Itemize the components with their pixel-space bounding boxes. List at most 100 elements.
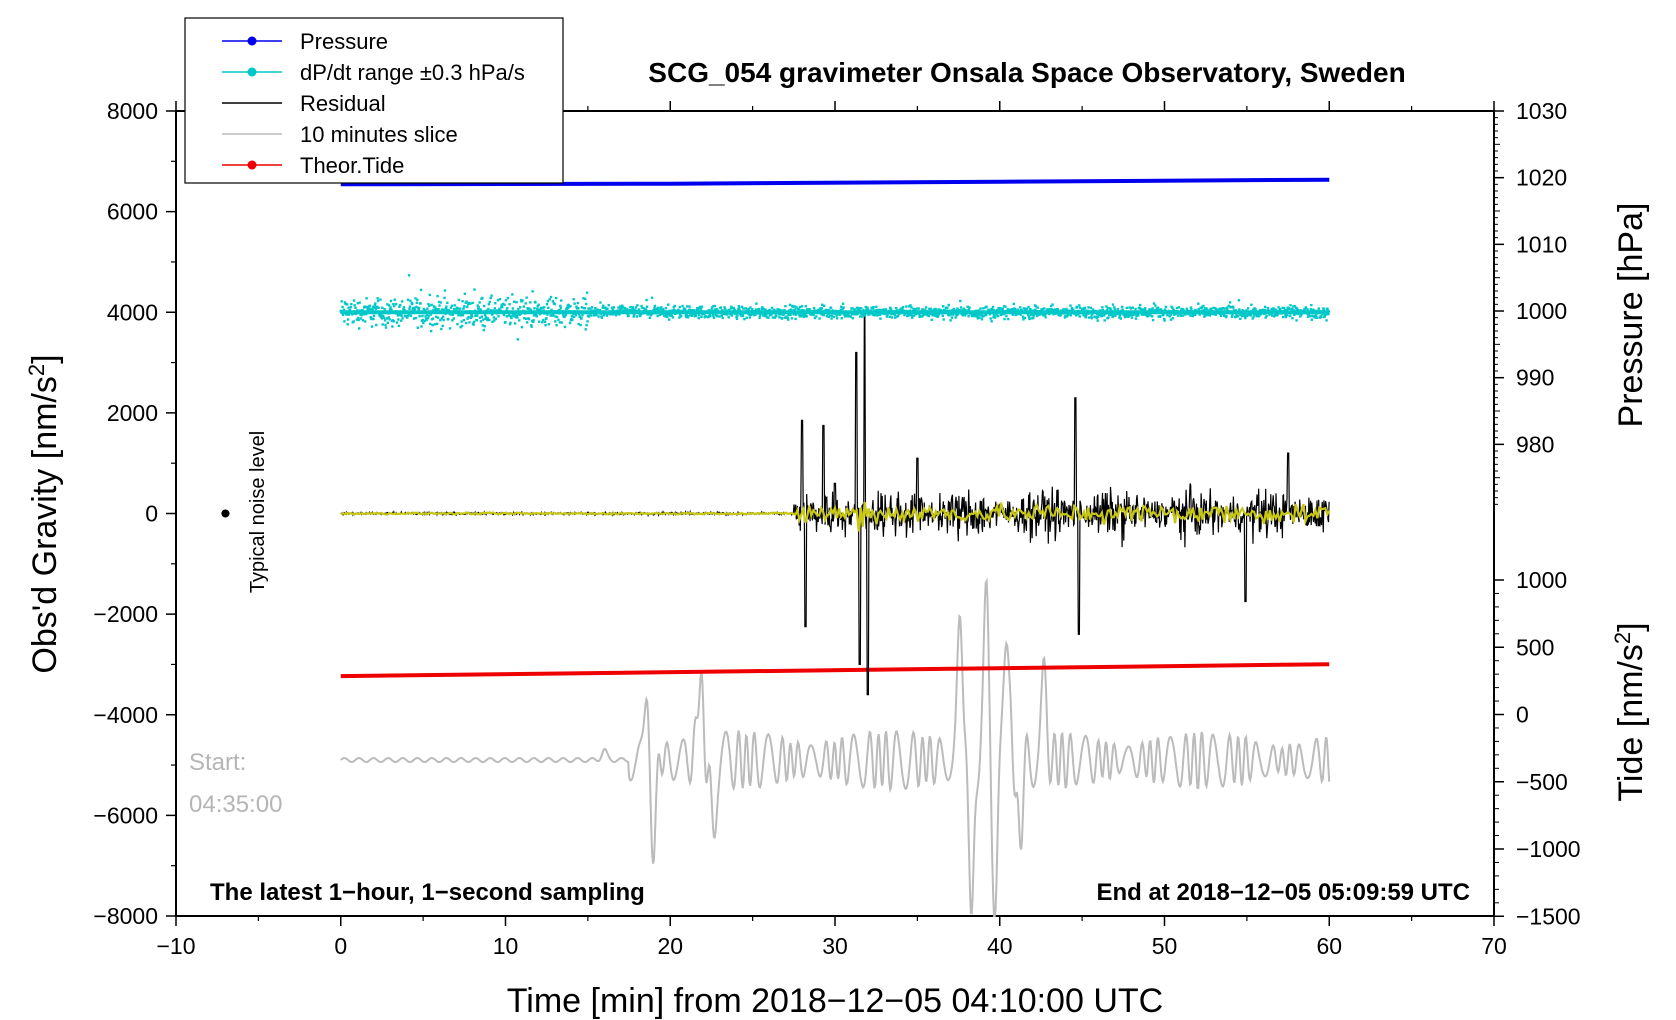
dpdt-point [462, 307, 465, 310]
dpdt-point [1083, 306, 1087, 310]
dpdt-point [730, 305, 733, 309]
dpdt-point [1084, 316, 1087, 319]
dpdt-point [733, 308, 736, 312]
dpdt-point [738, 306, 741, 310]
dpdt-point [1250, 303, 1253, 306]
dpdt-point [553, 303, 556, 306]
dpdt-point [991, 305, 995, 309]
dpdt-point [598, 308, 602, 312]
dpdt-point [430, 303, 433, 307]
dpdt-point [459, 307, 462, 310]
dpdt-point [341, 313, 345, 317]
dpdt-point [632, 313, 636, 316]
dpdt-point [508, 322, 512, 326]
x-axis-label: Time [min] from 2018−12−05 04:10:00 UTC [507, 982, 1163, 1020]
x-tick-label: 30 [822, 933, 848, 959]
dpdt-point [678, 316, 681, 319]
dpdt-point [425, 318, 428, 322]
dpdt-point [412, 317, 416, 320]
dpdt-point [589, 314, 592, 317]
dpdt-point [607, 303, 610, 307]
dpdt-point [584, 302, 588, 306]
dpdt-point [526, 307, 530, 311]
y-axis-label-tide-sup: 2 [1610, 632, 1635, 644]
dpdt-point [830, 317, 833, 320]
dpdt-point [477, 305, 480, 309]
dpdt-point [821, 303, 824, 306]
dpdt-point [396, 314, 400, 317]
dpdt-point [1322, 308, 1325, 311]
dpdt-point [1105, 309, 1109, 312]
dpdt-point [469, 316, 473, 320]
dpdt-point [1249, 314, 1253, 317]
dpdt-point [951, 308, 954, 312]
dpdt-point [350, 303, 353, 306]
dpdt-point [1026, 313, 1030, 317]
dpdt-point [559, 304, 562, 308]
dpdt-point [1034, 305, 1038, 308]
dpdt-point [611, 308, 615, 312]
dpdt-point [542, 306, 546, 309]
dpdt-point [908, 313, 911, 317]
dpdt-point [355, 318, 359, 321]
dpdt-point [884, 308, 888, 311]
dpdt-point [723, 306, 726, 309]
dpdt-point [1281, 315, 1285, 319]
y-axis-label-left-sup: 2 [24, 364, 49, 376]
dpdt-point [652, 308, 655, 312]
dpdt-point [815, 315, 818, 318]
dpdt-point [471, 315, 474, 318]
dpdt-point [1000, 313, 1003, 316]
dpdt-point [563, 315, 566, 319]
dpdt-point [460, 320, 463, 323]
dpdt-point [1152, 302, 1156, 305]
dpdt-point [1283, 308, 1287, 312]
dpdt-point [389, 299, 393, 303]
dpdt-point [558, 321, 562, 324]
dpdt-point [415, 301, 419, 304]
dpdt-point [736, 314, 739, 317]
dpdt-point [1011, 313, 1015, 316]
dpdt-point [394, 302, 398, 306]
dpdt-point [584, 297, 587, 301]
dpdt-point [465, 300, 468, 303]
dpdt-point [496, 299, 500, 302]
dpdt-point [586, 320, 589, 323]
dpdt-point [481, 296, 484, 300]
dpdt-point [362, 313, 366, 316]
dpdt-point [383, 308, 386, 311]
dpdt-point [487, 307, 490, 311]
dpdt-point [1078, 315, 1081, 318]
dpdt-point [1284, 313, 1287, 317]
dpdt-point [554, 296, 558, 300]
dpdt-point [978, 313, 982, 317]
dpdt-point [378, 314, 381, 317]
dpdt-point [950, 313, 953, 316]
dpdt-point [1111, 303, 1115, 306]
dpdt-point [1032, 313, 1036, 316]
dpdt-point [1090, 316, 1093, 320]
dpdt-point [537, 303, 540, 306]
dpdt-point [401, 317, 404, 320]
dpdt-point [645, 305, 649, 308]
y-tick-label: 0 [145, 501, 158, 527]
dpdt-point [762, 307, 765, 311]
dpdt-point [747, 307, 750, 311]
dpdt-point [984, 313, 988, 317]
dpdt-point [453, 304, 456, 307]
dpdt-point [346, 318, 350, 321]
dpdt-point [1263, 305, 1267, 309]
dpdt-point [1189, 306, 1193, 309]
dpdt-point [536, 305, 539, 308]
dpdt-point [1181, 314, 1184, 317]
dpdt-point [990, 307, 994, 311]
y-axis-label-left: Obs'd Gravity [nm/s2] [24, 354, 64, 673]
tide-tick-label: −1000 [1516, 836, 1581, 862]
dpdt-point [509, 321, 512, 325]
dpdt-point [504, 320, 507, 324]
dpdt-point [1256, 313, 1260, 317]
dpdt-point [621, 305, 624, 309]
dpdt-point [1036, 306, 1039, 309]
dpdt-point [791, 305, 795, 308]
dpdt-point [871, 307, 875, 310]
